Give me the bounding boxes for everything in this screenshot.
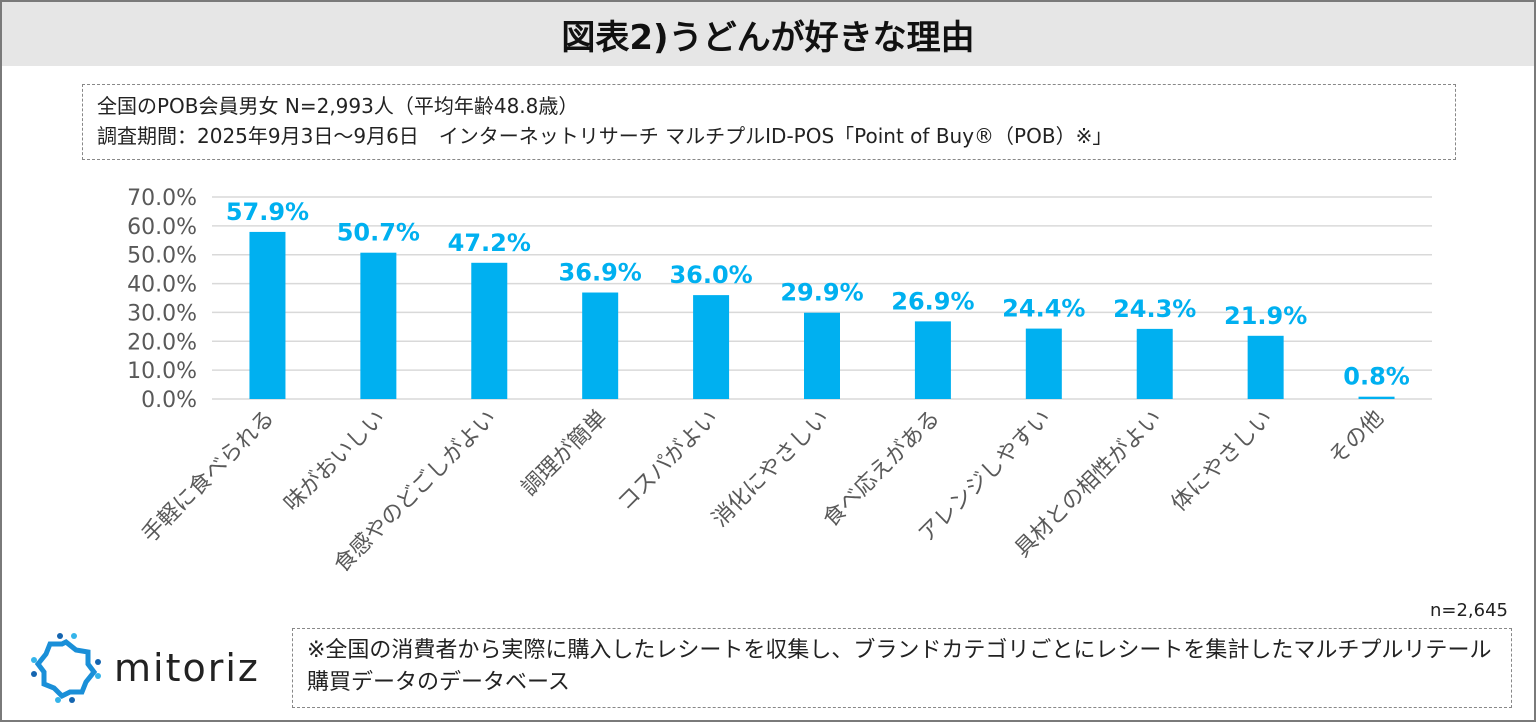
- y-tick-label: 0.0%: [141, 388, 197, 413]
- bar: [1136, 328, 1173, 399]
- y-tick-label: 40.0%: [127, 273, 197, 298]
- x-category-label: 味がおいしい: [280, 406, 391, 517]
- bar: [1247, 335, 1284, 399]
- x-category-label: その他: [1324, 406, 1388, 470]
- data-label: 24.4%: [1002, 295, 1085, 323]
- bar-chart: 0.0% 10.0% 20.0% 30.0% 40.0% 50.0% 60.0% 70.0% 5…: [127, 186, 1432, 578]
- bar: [693, 295, 730, 399]
- bar: [360, 252, 397, 399]
- x-category-label: コスパがよい: [613, 406, 723, 516]
- x-category-label: 手軽に食べられる: [138, 406, 280, 548]
- y-tick-label: 70.0%: [127, 186, 197, 211]
- survey-info-box: 全国のPOB会員男女 N=2,993人（平均年齢48.8歳） 調査期間：2025…: [82, 84, 1456, 160]
- y-tick-label: 30.0%: [127, 301, 197, 326]
- y-tick-label: 60.0%: [127, 215, 197, 240]
- data-label: 47.2%: [448, 229, 531, 257]
- data-label: 21.9%: [1224, 302, 1307, 330]
- data-label: 29.9%: [780, 279, 863, 307]
- bar: [582, 292, 619, 399]
- x-category-label: 体にやさしい: [1167, 406, 1278, 517]
- y-tick-label: 50.0%: [127, 244, 197, 269]
- figure-title: 図表2)うどんが好きな理由: [2, 2, 1534, 66]
- y-tick-label: 10.0%: [127, 359, 197, 384]
- survey-info-line1: 全国のPOB会員男女 N=2,993人（平均年齢48.8歳）: [97, 94, 579, 118]
- survey-info-line2: 調査期間：2025年9月3日～9月6日 インターネットリサーチ マルチプルID-…: [97, 124, 1113, 148]
- y-tick-label: 20.0%: [127, 330, 197, 355]
- bar: [914, 321, 951, 399]
- bar: [804, 312, 840, 399]
- data-label: 50.7%: [337, 219, 420, 247]
- data-label: 36.0%: [669, 261, 752, 289]
- bar: [1358, 396, 1395, 399]
- x-category-label: 食べ応えがある: [819, 406, 946, 533]
- mitoriz-logo: mitoriz: [30, 632, 260, 704]
- x-category-label: 消化にやさしい: [708, 406, 835, 533]
- data-label: 57.9%: [226, 198, 309, 226]
- mitoriz-logo-icon: [31, 633, 101, 703]
- sample-size: n=2,645: [1429, 600, 1508, 621]
- footnote-box: ※全国の消費者から実際に購入したレシートを収集し、ブランドカテゴリごとにレシート…: [292, 628, 1512, 708]
- bar: [471, 262, 508, 399]
- bar: [249, 231, 286, 399]
- data-label: 26.9%: [891, 287, 974, 315]
- data-label: 0.8%: [1343, 363, 1410, 391]
- data-label: 36.9%: [559, 259, 642, 287]
- mitoriz-logo-text: mitoriz: [114, 646, 260, 690]
- x-category-label: 調理が簡単: [517, 406, 612, 501]
- bar: [1025, 328, 1062, 399]
- data-label: 24.3%: [1113, 295, 1196, 323]
